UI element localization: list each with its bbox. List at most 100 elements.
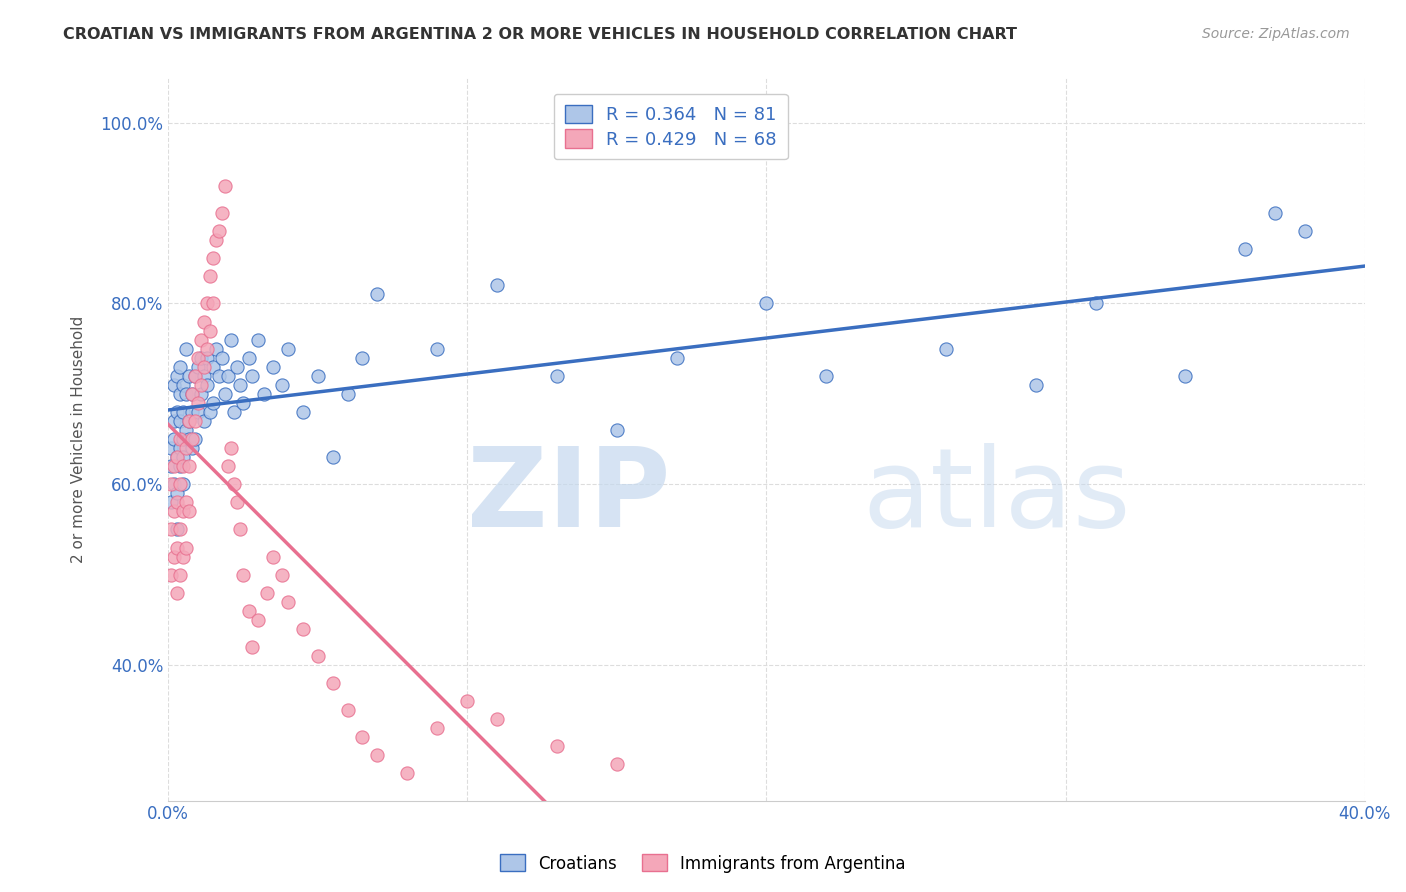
Point [240, 640, 263, 654]
Point [195, 342, 218, 356]
Point [755, 296, 778, 310]
Point [184, 368, 207, 383]
Point [177, 432, 200, 446]
Point [174, 441, 197, 455]
Legend: Croatians, Immigrants from Argentina: Croatians, Immigrants from Argentina [494, 847, 912, 880]
Point [190, 351, 212, 365]
Point [172, 504, 194, 518]
Point [270, 567, 292, 582]
Point [291, 405, 314, 419]
Point [163, 377, 186, 392]
Point [166, 541, 188, 555]
Point [172, 450, 194, 464]
Point [166, 495, 188, 509]
Point [163, 549, 186, 564]
Point [246, 613, 269, 627]
Point [177, 368, 200, 383]
Point [174, 342, 197, 356]
Point [222, 405, 245, 419]
Point [396, 766, 419, 780]
Point [198, 405, 221, 419]
Point [195, 377, 218, 392]
Point [166, 523, 188, 537]
Point [262, 549, 284, 564]
Point [160, 495, 183, 509]
Point [172, 432, 194, 446]
Point [193, 314, 215, 328]
Point [198, 324, 221, 338]
Point [211, 351, 233, 365]
Point [486, 278, 509, 293]
Point [262, 359, 284, 374]
Point [1025, 377, 1047, 392]
Point [217, 368, 239, 383]
Point [160, 523, 183, 537]
Point [219, 333, 242, 347]
Point [166, 486, 188, 500]
Point [172, 459, 194, 474]
Point [1264, 206, 1286, 220]
Text: ZIP: ZIP [467, 443, 671, 550]
Point [815, 368, 838, 383]
Point [201, 252, 224, 266]
Point [181, 387, 204, 401]
Point [174, 387, 197, 401]
Point [163, 414, 186, 428]
Text: Source: ZipAtlas.com: Source: ZipAtlas.com [1202, 27, 1350, 41]
Legend: R = 0.364   N = 81, R = 0.429   N = 68: R = 0.364 N = 81, R = 0.429 N = 68 [554, 94, 787, 160]
Point [253, 387, 276, 401]
Point [229, 377, 252, 392]
Point [160, 459, 183, 474]
Point [256, 585, 278, 599]
Point [195, 296, 218, 310]
Point [366, 287, 388, 301]
Point [169, 432, 191, 446]
Point [190, 387, 212, 401]
Point [172, 405, 194, 419]
Point [169, 459, 191, 474]
Point [336, 703, 359, 717]
Point [546, 368, 568, 383]
Point [238, 351, 260, 365]
Point [169, 359, 191, 374]
Point [336, 387, 359, 401]
Point [184, 414, 207, 428]
Point [193, 414, 215, 428]
Point [160, 441, 183, 455]
Point [163, 432, 186, 446]
Point [217, 459, 239, 474]
Point [426, 721, 449, 735]
Point [225, 495, 247, 509]
Point [214, 178, 236, 193]
Point [166, 450, 188, 464]
Point [187, 396, 209, 410]
Point [201, 296, 224, 310]
Point [307, 648, 329, 663]
Point [169, 441, 191, 455]
Point [322, 676, 344, 690]
Point [177, 504, 200, 518]
Point [181, 432, 204, 446]
Point [169, 567, 191, 582]
Point [187, 351, 209, 365]
Point [935, 342, 957, 356]
Point [219, 441, 242, 455]
Point [546, 739, 568, 754]
Point [205, 342, 228, 356]
Point [486, 712, 509, 726]
Point [172, 377, 194, 392]
Point [181, 387, 204, 401]
Point [208, 224, 231, 238]
Point [184, 432, 207, 446]
Point [160, 477, 183, 491]
Point [426, 342, 449, 356]
Point [214, 387, 236, 401]
Point [181, 405, 204, 419]
Point [232, 396, 254, 410]
Point [177, 414, 200, 428]
Point [174, 423, 197, 437]
Point [606, 757, 628, 772]
Point [201, 359, 224, 374]
Point [172, 549, 194, 564]
Point [205, 233, 228, 247]
